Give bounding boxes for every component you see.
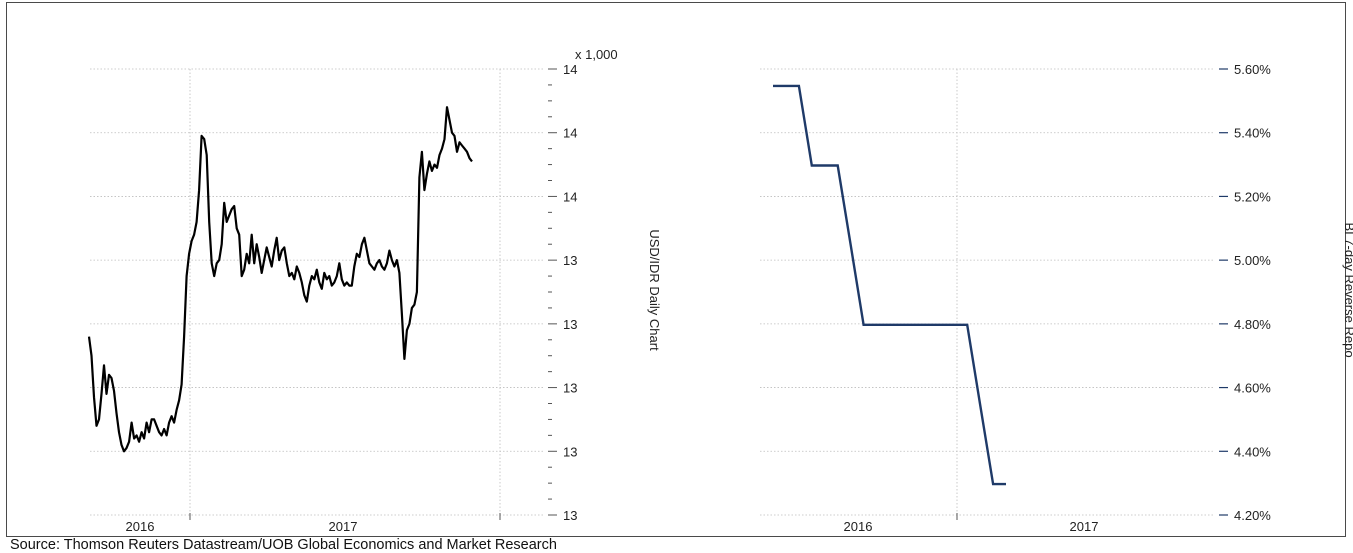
usd-idr-y-tick-label: 14 <box>563 62 577 77</box>
usd-idr-axis-title: USD/IDR Daily Chart <box>647 229 662 351</box>
usd-idr-chart: 13 13 13 13 13 14 14 14 2016 2017 x 1,000 USD/IDR… <box>87 47 662 534</box>
reverse-repo-y-tick-label: 4.40% <box>1234 444 1271 459</box>
reverse-repo-y-tick-label: 5.00% <box>1234 253 1271 268</box>
reverse-repo-y-tick-label: 4.60% <box>1234 381 1271 396</box>
reverse-repo-axis <box>956 68 1228 520</box>
usd-idr-multiplier-label: x 1,000 <box>575 47 618 62</box>
usd-idr-x-tick-label: 2016 <box>126 519 155 534</box>
reverse-repo-y-tick-label: 5.60% <box>1234 62 1271 77</box>
usd-idr-gridlines <box>90 68 545 516</box>
reverse-repo-axis-title: BI 7-day Reverse Repo <box>1342 222 1353 357</box>
usd-idr-y-tick-label: 13 <box>563 317 577 332</box>
reverse-repo-gridlines <box>760 68 1215 516</box>
usd-idr-x-tick-label: 2017 <box>329 519 358 534</box>
chart-frame <box>6 2 1346 537</box>
usd-idr-y-tick-label: 13 <box>563 381 577 396</box>
usd-idr-axis <box>189 68 557 520</box>
reverse-repo-y-tick-label: 4.20% <box>1234 508 1271 523</box>
reverse-repo-tick-labels: 4.20% 4.40% 4.60% 4.80% 5.00% 5.20% 5.40% 5.60%… <box>844 62 1272 534</box>
usd-idr-tick-labels: 13 13 13 13 13 14 14 14 2016 2017 <box>126 62 578 534</box>
reverse-repo-x-tick-label: 2016 <box>844 519 873 534</box>
source-note: Source: Thomson Reuters Datastream/UOB G… <box>10 537 557 553</box>
usd-idr-y-tick-label: 14 <box>563 126 577 141</box>
usd-idr-y-tick-label: 14 <box>563 189 577 204</box>
reverse-repo-series-line <box>773 84 1006 486</box>
usd-idr-y-tick-label: 13 <box>563 444 577 459</box>
reverse-repo-chart: 4.20% 4.40% 4.60% 4.80% 5.00% 5.20% 5.40% 5.60%… <box>760 62 1353 534</box>
reverse-repo-y-tick-label: 5.40% <box>1234 126 1271 141</box>
reverse-repo-y-tick-label: 4.80% <box>1234 317 1271 332</box>
usd-idr-y-tick-label: 13 <box>563 508 577 523</box>
usd-idr-series-line <box>87 106 473 453</box>
reverse-repo-y-tick-label: 5.20% <box>1234 189 1271 204</box>
usd-idr-y-tick-label: 13 <box>563 253 577 268</box>
reverse-repo-x-tick-label: 2017 <box>1070 519 1099 534</box>
